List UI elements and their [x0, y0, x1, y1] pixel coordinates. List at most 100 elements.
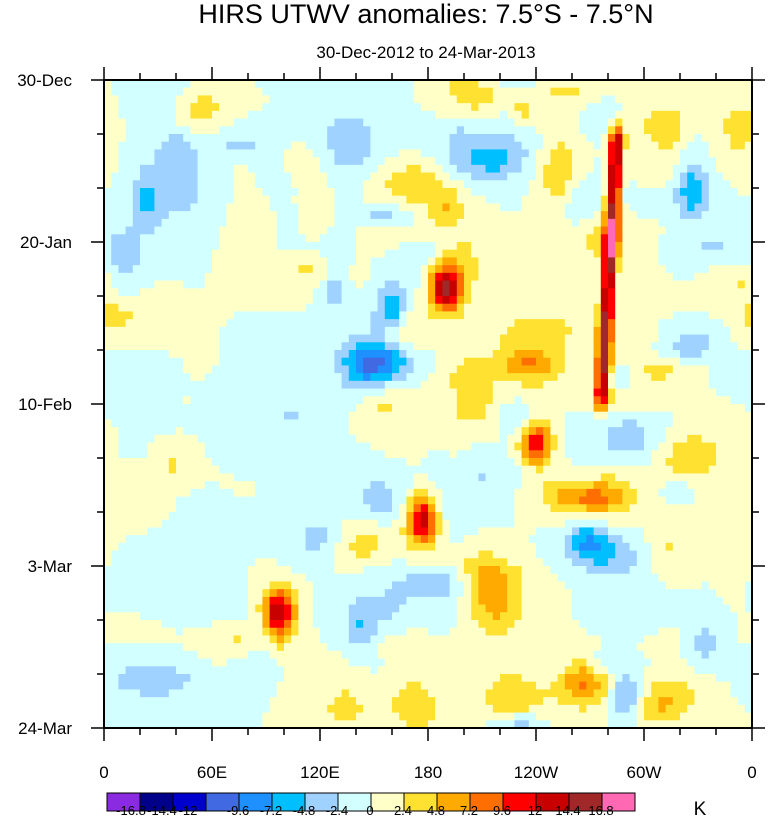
heatmap-cell — [255, 288, 263, 297]
heatmap-cell — [485, 265, 494, 274]
heatmap-cell — [528, 442, 537, 451]
heatmap-cell — [197, 87, 206, 97]
heatmap-cell — [132, 95, 141, 104]
heatmap-cell — [737, 149, 746, 158]
heatmap-cell — [248, 303, 256, 313]
heatmap-cell — [269, 80, 278, 89]
heatmap-cell — [298, 134, 307, 143]
heatmap-cell — [226, 226, 235, 235]
heatmap-cell — [428, 411, 436, 421]
heatmap-cell — [176, 488, 184, 498]
heatmap-cell — [219, 411, 227, 421]
heatmap-cell — [370, 450, 379, 459]
heatmap-cell — [687, 288, 695, 297]
heatmap-cell — [536, 141, 544, 151]
heatmap-cell — [665, 126, 674, 135]
heatmap-cell — [284, 396, 292, 405]
heatmap-cell — [730, 103, 739, 112]
heatmap-cell — [680, 218, 688, 228]
heatmap-cell — [629, 172, 638, 181]
heatmap-cell — [176, 103, 184, 112]
heatmap-cell — [730, 195, 739, 205]
heatmap-cell — [658, 288, 667, 297]
heatmap-cell — [608, 280, 616, 289]
heatmap-cell — [334, 149, 343, 158]
heatmap-cell — [219, 442, 227, 451]
heatmap-cell — [723, 411, 731, 421]
heatmap-cell — [111, 434, 119, 444]
heatmap-cell — [399, 350, 407, 359]
heatmap-cell — [723, 419, 731, 428]
heatmap-cell — [435, 404, 443, 413]
heatmap-cell — [348, 157, 357, 166]
heatmap-cell — [118, 149, 127, 158]
heatmap-cell — [392, 411, 400, 421]
heatmap-cell — [435, 118, 443, 127]
heatmap-cell — [399, 103, 407, 112]
heatmap-cell — [543, 334, 551, 343]
heatmap-cell — [154, 488, 163, 498]
heatmap-cell — [543, 80, 551, 89]
heatmap-cell — [600, 411, 609, 421]
heatmap-cell — [428, 95, 436, 104]
heatmap-cell — [276, 195, 285, 205]
heatmap-cell — [147, 319, 155, 328]
heatmap-cell — [312, 434, 321, 444]
heatmap-cell — [456, 226, 465, 235]
heatmap-cell — [536, 172, 544, 181]
heatmap-cell — [521, 211, 530, 220]
heatmap-cell — [737, 380, 746, 390]
heatmap-cell — [521, 326, 530, 336]
heatmap-cell — [471, 180, 479, 189]
heatmap-cell — [723, 203, 731, 212]
heatmap-cell — [204, 296, 213, 305]
heatmap-cell — [154, 303, 163, 313]
heatmap-cell — [312, 272, 321, 282]
heatmap-cell — [579, 126, 587, 135]
heatmap-cell — [507, 172, 515, 181]
heatmap-cell — [406, 342, 415, 351]
heatmap-cell — [262, 404, 271, 413]
heatmap-cell — [651, 188, 659, 197]
heatmap-cell — [564, 195, 573, 205]
heatmap-cell — [161, 404, 170, 413]
heatmap-cell — [701, 458, 710, 467]
heatmap-cell — [622, 411, 631, 421]
heatmap-cell — [514, 164, 523, 174]
heatmap-cell — [708, 311, 717, 320]
heatmap-cell — [600, 280, 609, 289]
heatmap-cell — [219, 172, 227, 181]
heatmap-cell — [104, 473, 112, 482]
heatmap-cell — [262, 342, 271, 351]
heatmap-cell — [327, 296, 335, 305]
heatmap-cell — [528, 249, 537, 259]
heatmap-cell — [334, 319, 343, 328]
heatmap-cell — [183, 357, 191, 367]
heatmap-cell — [629, 257, 638, 266]
heatmap-cell — [291, 157, 299, 166]
heatmap-cell — [118, 157, 127, 166]
heatmap-cell — [305, 141, 314, 151]
heatmap-cell — [255, 180, 263, 189]
heatmap-cell — [132, 87, 141, 97]
heatmap-cell — [176, 203, 184, 212]
heatmap-cell — [176, 326, 184, 336]
heatmap-cell — [233, 388, 242, 397]
heatmap-cell — [528, 496, 537, 505]
heatmap-cell — [701, 357, 710, 367]
heatmap-cell — [464, 149, 472, 158]
heatmap-cell — [233, 203, 242, 212]
heatmap-cell — [543, 488, 551, 498]
heatmap-cell — [190, 265, 199, 274]
heatmap-cell — [111, 80, 119, 89]
heatmap-cell — [140, 164, 148, 174]
heatmap-cell — [284, 87, 292, 97]
heatmap-cell — [500, 257, 508, 266]
heatmap-cell — [125, 496, 134, 505]
heatmap-cell — [248, 411, 256, 421]
heatmap-cell — [572, 465, 580, 475]
heatmap-cell — [723, 319, 731, 328]
heatmap-cell — [406, 373, 415, 382]
heatmap-cell — [104, 319, 112, 328]
heatmap-cell — [543, 195, 551, 205]
